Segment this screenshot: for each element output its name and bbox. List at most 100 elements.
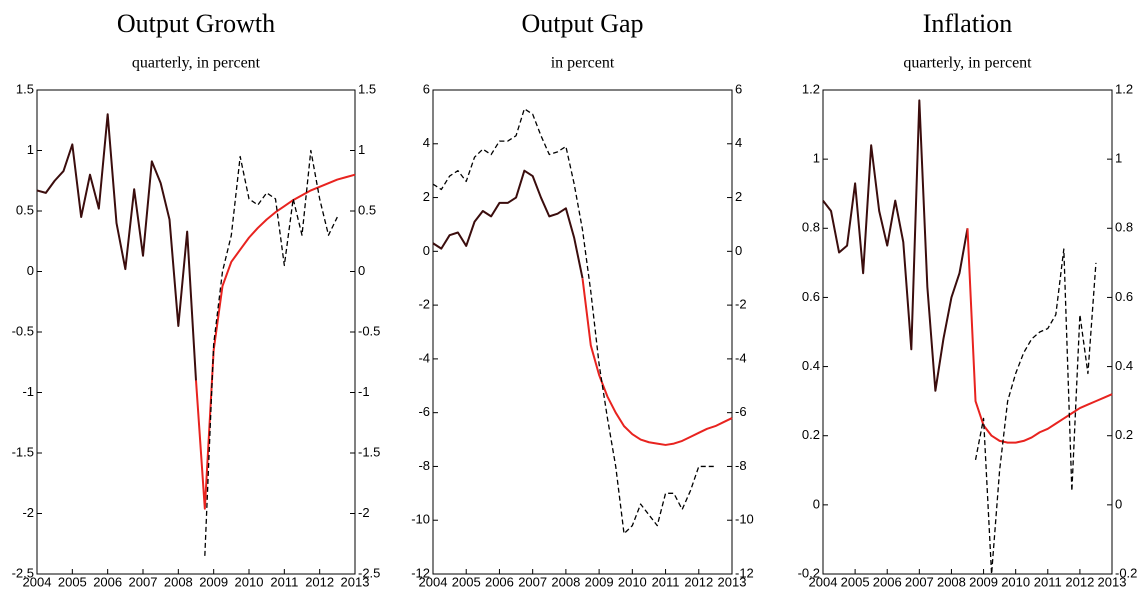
- x-tick-label: 2007: [129, 574, 158, 589]
- x-tick-label: 2011: [652, 574, 680, 589]
- x-tick-label: 2012: [684, 574, 713, 589]
- series-line: [36, 113, 197, 381]
- chart-subtitle: quarterly, in percent: [132, 55, 261, 72]
- y2-tick-label: 4: [735, 135, 742, 150]
- y-tick-label: -2: [418, 297, 430, 312]
- x-tick-label: 2011: [1034, 574, 1062, 589]
- chart-subtitle: in percent: [551, 55, 615, 72]
- y2-tick-label: -1.5: [358, 444, 380, 459]
- y-tick-label: -2.5: [12, 565, 34, 580]
- y-tick-label: -1: [22, 384, 34, 399]
- y2-tick-label: 0: [358, 263, 365, 278]
- series-line: [204, 149, 338, 556]
- series-line: [581, 278, 733, 446]
- plot-frame: [822, 89, 1113, 575]
- y2-tick-label: 0.2: [1115, 427, 1133, 442]
- y2-tick-label: 1: [1115, 151, 1122, 166]
- x-tick-label: 2013: [341, 574, 370, 589]
- y2-tick-label: 1.2: [1115, 81, 1133, 96]
- x-tick-label: 2010: [1001, 574, 1030, 589]
- y2-tick-label: -2.5: [358, 565, 380, 580]
- x-tick-label: 2012: [1065, 574, 1094, 589]
- x-tick-label: 2013: [718, 574, 747, 589]
- y-tick-label: -6: [418, 404, 430, 419]
- series-line: [195, 173, 356, 510]
- y-tick-label: 0: [27, 263, 34, 278]
- y-tick-label: 0: [813, 496, 820, 511]
- series-line: [974, 248, 1097, 575]
- x-tick-label: 2004: [23, 574, 52, 589]
- series-line: [822, 99, 969, 392]
- y-tick-label: 1.2: [802, 81, 820, 96]
- y-tick-label: -1.5: [12, 444, 34, 459]
- y-tick-label: -0.2: [798, 565, 820, 580]
- y-tick-label: 0: [423, 243, 430, 258]
- x-tick-label: 2005: [452, 574, 481, 589]
- x-tick-label: 2006: [485, 574, 514, 589]
- x-tick-label: 2009: [585, 574, 614, 589]
- y-tick-label: 0.4: [802, 358, 820, 373]
- y2-tick-label: 0.4: [1115, 358, 1133, 373]
- y2-tick-label: 2: [735, 189, 742, 204]
- x-tick-label: 2008: [937, 574, 966, 589]
- y2-tick-label: 0: [1115, 496, 1122, 511]
- y-tick-label: -0.5: [12, 323, 34, 338]
- x-tick-label: 2004: [809, 574, 838, 589]
- x-tick-label: 2009: [199, 574, 228, 589]
- chart-subtitle: quarterly, in percent: [903, 55, 1032, 72]
- series-line: [966, 228, 1113, 444]
- plot-frame: [432, 89, 733, 575]
- x-tick-label: 2006: [93, 574, 122, 589]
- y-tick-label: 6: [423, 81, 430, 96]
- x-tick-label: 2004: [419, 574, 448, 589]
- x-tick-label: 2010: [235, 574, 264, 589]
- series-line: [432, 108, 716, 535]
- y2-tick-label: -4: [735, 350, 747, 365]
- y-tick-label: 0.2: [802, 427, 820, 442]
- y-tick-label: -2: [22, 505, 34, 520]
- x-tick-label: 2011: [270, 574, 298, 589]
- y-tick-label: 0.8: [802, 220, 820, 235]
- y-tick-label: -8: [418, 458, 430, 473]
- x-tick-label: 2009: [969, 574, 998, 589]
- y2-tick-label: -0.2: [1115, 565, 1137, 580]
- y-tick-label: -10: [411, 512, 430, 527]
- y2-tick-label: -0.5: [358, 323, 380, 338]
- x-tick-label: 2007: [905, 574, 934, 589]
- plot-frame: [36, 89, 356, 575]
- y2-tick-label: -8: [735, 458, 747, 473]
- series-line: [432, 169, 584, 279]
- y-tick-label: 1.5: [16, 81, 34, 96]
- x-tick-label: 2007: [518, 574, 547, 589]
- x-tick-label: 2013: [1098, 574, 1127, 589]
- x-tick-label: 2005: [58, 574, 87, 589]
- y-tick-label: -12: [411, 565, 430, 580]
- y-tick-label: 0.5: [16, 202, 34, 217]
- y2-tick-label: -2: [735, 297, 747, 312]
- x-tick-label: 2006: [873, 574, 902, 589]
- x-tick-label: 2008: [551, 574, 580, 589]
- y2-tick-label: -6: [735, 404, 747, 419]
- y2-tick-label: 1.5: [358, 81, 376, 96]
- y2-tick-label: -12: [735, 565, 754, 580]
- y-tick-label: 2: [423, 189, 430, 204]
- y-tick-label: 0.6: [802, 289, 820, 304]
- x-tick-label: 2005: [841, 574, 870, 589]
- y2-tick-label: -1: [358, 384, 370, 399]
- y2-tick-label: 1: [358, 142, 365, 157]
- y2-tick-label: 0: [735, 243, 742, 258]
- x-tick-label: 2008: [164, 574, 193, 589]
- y-tick-label: 1: [813, 151, 820, 166]
- y2-tick-label: -10: [735, 512, 754, 527]
- y2-tick-label: 0.6: [1115, 289, 1133, 304]
- chart-title: Output Growth: [117, 9, 275, 38]
- y2-tick-label: -2: [358, 505, 370, 520]
- y2-tick-label: 0.8: [1115, 220, 1133, 235]
- x-tick-label: 2012: [305, 574, 334, 589]
- y-tick-label: -4: [418, 350, 430, 365]
- chart-title: Inflation: [923, 9, 1013, 38]
- y2-tick-label: 6: [735, 81, 742, 96]
- y2-tick-label: 0.5: [358, 202, 376, 217]
- chart-title: Output Gap: [521, 9, 643, 38]
